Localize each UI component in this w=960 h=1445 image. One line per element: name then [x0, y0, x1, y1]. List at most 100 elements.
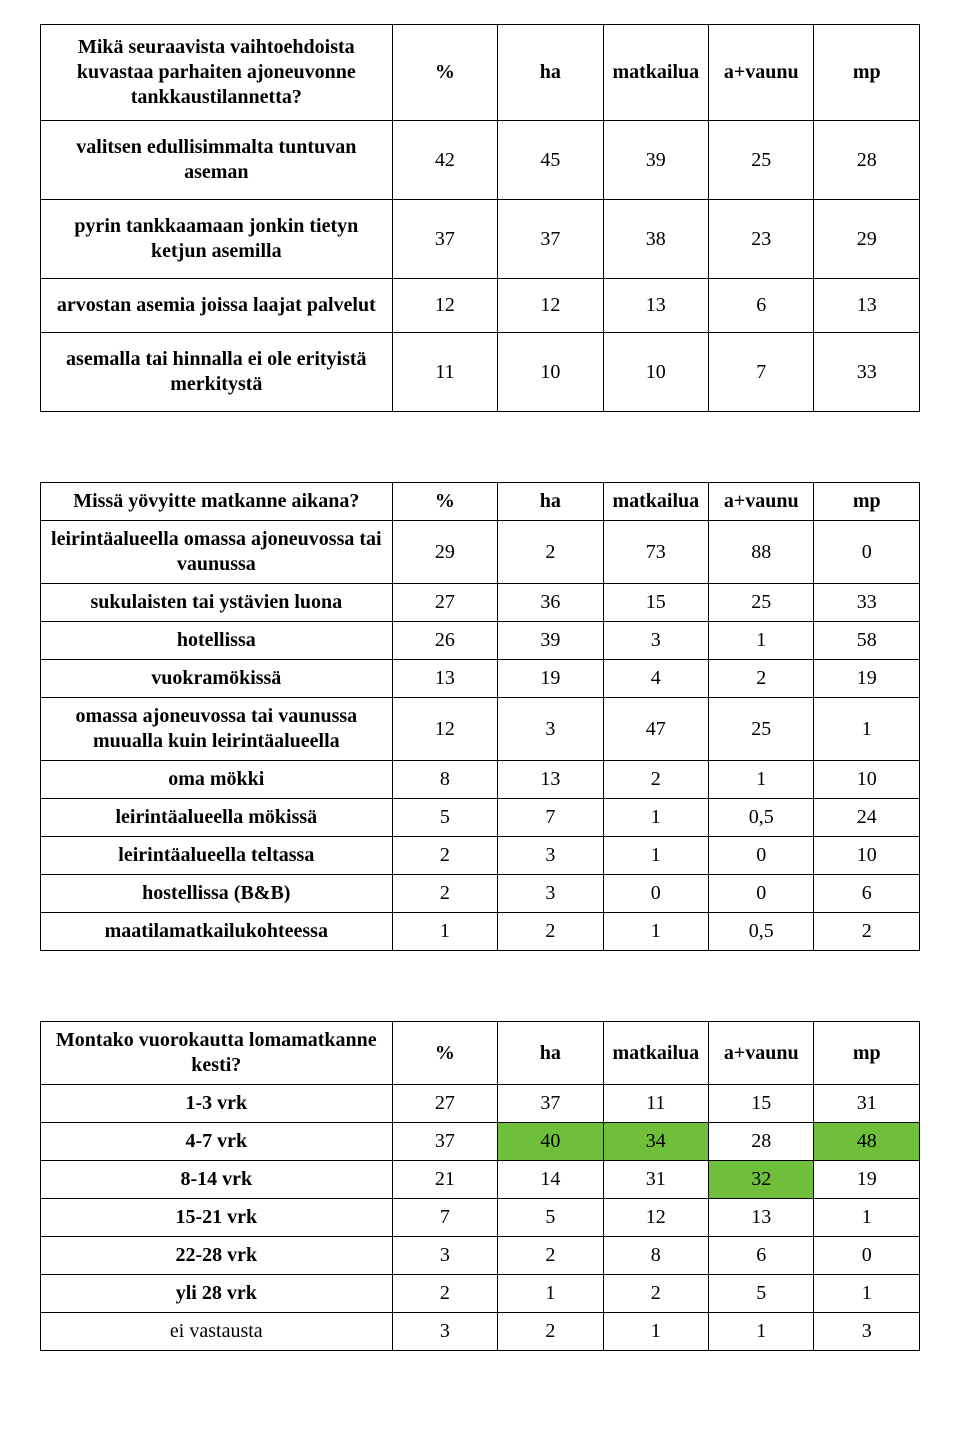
data-cell: 5	[392, 799, 497, 837]
data-cell: 12	[392, 698, 497, 761]
data-cell: 2	[392, 1275, 497, 1313]
data-cell: 42	[392, 121, 497, 200]
data-cell: 2	[709, 660, 814, 698]
row-label: oma mökki	[41, 761, 393, 799]
data-cell: 29	[814, 200, 920, 279]
data-cell: 15	[709, 1085, 814, 1123]
column-header: Mikä seuraavista vaihtoehdoista kuvastaa…	[41, 25, 393, 121]
data-cell: 2	[392, 837, 497, 875]
data-cell: 6	[814, 875, 920, 913]
data-cell: 1	[603, 1313, 708, 1351]
data-cell: 1	[603, 837, 708, 875]
data-cell: 73	[603, 521, 708, 584]
row-label: hostellissa (B&B)	[41, 875, 393, 913]
data-table-0: Mikä seuraavista vaihtoehdoista kuvastaa…	[40, 24, 920, 412]
data-cell: 29	[392, 521, 497, 584]
data-cell: 88	[709, 521, 814, 584]
row-label: asemalla tai hinnalla ei ole erityistä m…	[41, 333, 393, 412]
data-cell: 10	[814, 837, 920, 875]
data-cell: 2	[392, 875, 497, 913]
column-header: mp	[814, 483, 920, 521]
table-row: omassa ajoneuvossa tai vaunussa muualla …	[41, 698, 920, 761]
data-cell: 8	[603, 1237, 708, 1275]
table-row: vuokramökissä13194219	[41, 660, 920, 698]
data-cell: 8	[392, 761, 497, 799]
table-header-row: Mikä seuraavista vaihtoehdoista kuvastaa…	[41, 25, 920, 121]
data-cell: 1	[814, 1199, 920, 1237]
column-header: a+vaunu	[709, 25, 814, 121]
table-row: 15-21 vrk7512131	[41, 1199, 920, 1237]
row-label: hotellissa	[41, 622, 393, 660]
data-cell: 24	[814, 799, 920, 837]
data-cell: 0	[603, 875, 708, 913]
data-cell: 3	[392, 1237, 497, 1275]
column-header: Montako vuorokautta lomamatkanne kesti?	[41, 1022, 393, 1085]
data-cell: 13	[709, 1199, 814, 1237]
data-cell: 1	[709, 1313, 814, 1351]
data-cell: 19	[814, 660, 920, 698]
data-cell: 1	[814, 1275, 920, 1313]
data-cell: 12	[603, 1199, 708, 1237]
data-cell: 3	[814, 1313, 920, 1351]
column-header: %	[392, 25, 497, 121]
data-cell: 2	[603, 761, 708, 799]
column-header: a+vaunu	[709, 483, 814, 521]
row-label: pyrin tankkaamaan jonkin tietyn ketjun a…	[41, 200, 393, 279]
data-cell: 13	[603, 279, 708, 333]
row-label: vuokramökissä	[41, 660, 393, 698]
table-row: maatilamatkailukohteessa1210,52	[41, 913, 920, 951]
data-table-1: Missä yövyitte matkanne aikana?%hamatkai…	[40, 482, 920, 951]
data-cell: 11	[603, 1085, 708, 1123]
data-cell: 13	[498, 761, 603, 799]
data-cell: 12	[498, 279, 603, 333]
data-cell: 1	[498, 1275, 603, 1313]
data-cell: 10	[814, 761, 920, 799]
data-cell: 2	[814, 913, 920, 951]
data-table-2: Montako vuorokautta lomamatkanne kesti?%…	[40, 1021, 920, 1351]
data-cell: 13	[814, 279, 920, 333]
data-cell: 32	[709, 1161, 814, 1199]
table-header-row: Montako vuorokautta lomamatkanne kesti?%…	[41, 1022, 920, 1085]
data-cell: 1	[392, 913, 497, 951]
data-cell: 3	[498, 875, 603, 913]
column-header: ha	[498, 1022, 603, 1085]
data-cell: 19	[498, 660, 603, 698]
data-cell: 5	[709, 1275, 814, 1313]
row-label: leirintäalueella teltassa	[41, 837, 393, 875]
data-cell: 39	[498, 622, 603, 660]
data-cell: 45	[498, 121, 603, 200]
data-cell: 33	[814, 584, 920, 622]
row-label: ei vastausta	[41, 1313, 393, 1351]
data-cell: 25	[709, 121, 814, 200]
data-cell: 33	[814, 333, 920, 412]
data-cell: 14	[498, 1161, 603, 1199]
table-row: valitsen edullisimmalta tuntuvan aseman4…	[41, 121, 920, 200]
column-header: Missä yövyitte matkanne aikana?	[41, 483, 393, 521]
table-row: leirintäalueella omassa ajoneuvossa tai …	[41, 521, 920, 584]
data-cell: 0	[814, 521, 920, 584]
data-cell: 3	[498, 698, 603, 761]
data-cell: 21	[392, 1161, 497, 1199]
row-label: 22-28 vrk	[41, 1237, 393, 1275]
column-header: mp	[814, 1022, 920, 1085]
table-row: sukulaisten tai ystävien luona2736152533	[41, 584, 920, 622]
table-row: 4-7 vrk3740342848	[41, 1123, 920, 1161]
data-cell: 4	[603, 660, 708, 698]
data-cell: 23	[709, 200, 814, 279]
table-row: hostellissa (B&B)23006	[41, 875, 920, 913]
data-cell: 2	[498, 521, 603, 584]
row-label: 15-21 vrk	[41, 1199, 393, 1237]
column-header: mp	[814, 25, 920, 121]
data-cell: 2	[498, 1237, 603, 1275]
data-cell: 39	[603, 121, 708, 200]
data-cell: 3	[498, 837, 603, 875]
data-cell: 0,5	[709, 799, 814, 837]
data-cell: 15	[603, 584, 708, 622]
data-cell: 1	[603, 913, 708, 951]
table-row: oma mökki8132110	[41, 761, 920, 799]
data-cell: 12	[392, 279, 497, 333]
row-label: valitsen edullisimmalta tuntuvan aseman	[41, 121, 393, 200]
data-cell: 7	[498, 799, 603, 837]
table-row: asemalla tai hinnalla ei ole erityistä m…	[41, 333, 920, 412]
data-cell: 37	[498, 1085, 603, 1123]
